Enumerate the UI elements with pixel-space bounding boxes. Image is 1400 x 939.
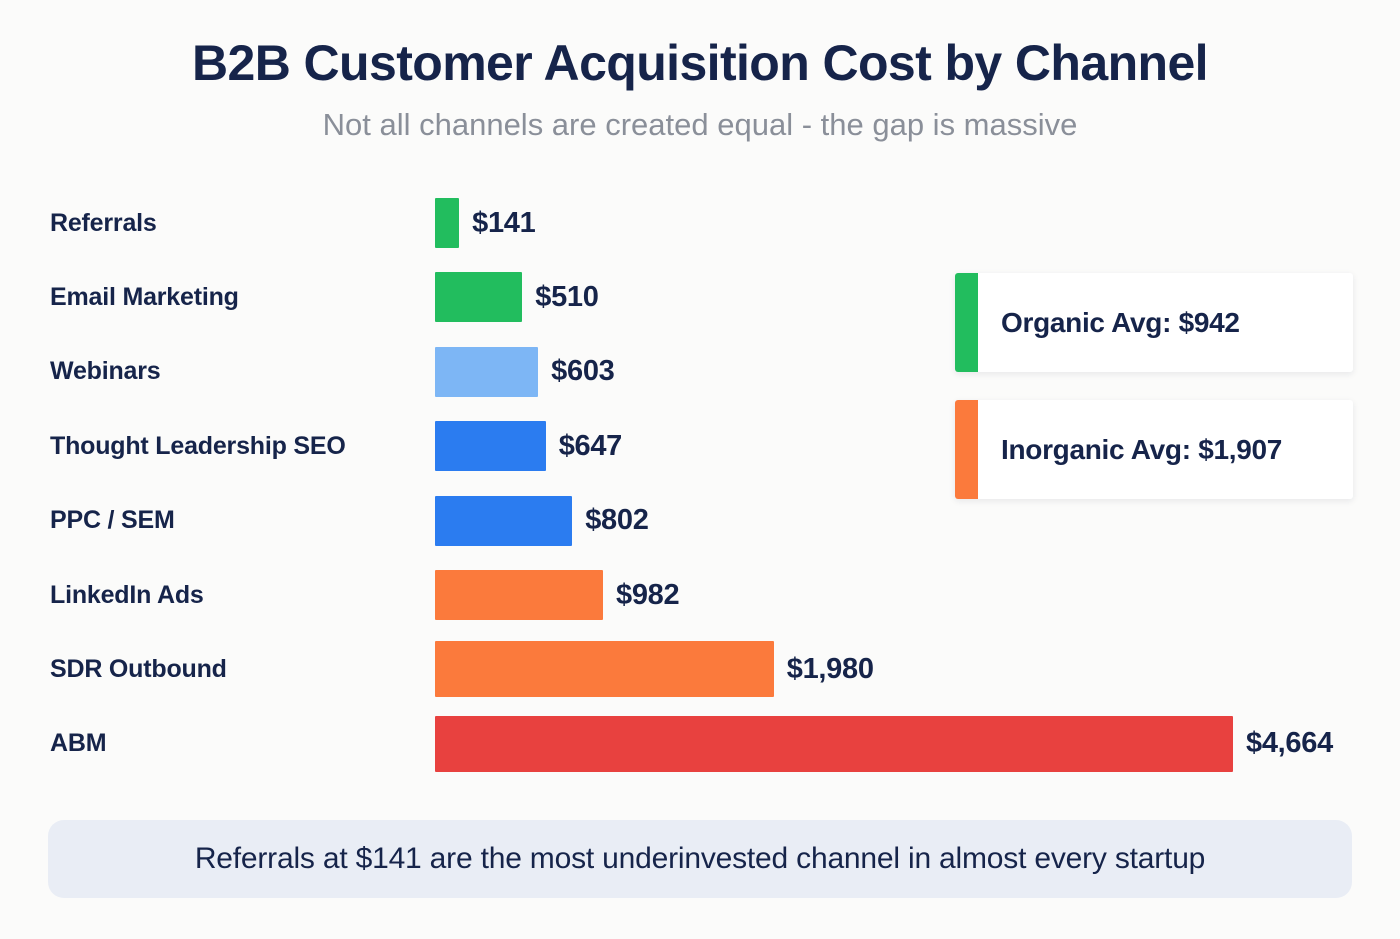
bar-value-label: $802 xyxy=(585,504,649,537)
legend-card[interactable]: Inorganic Avg: $1,907 xyxy=(955,400,1353,499)
bar[interactable] xyxy=(435,421,546,472)
bar-value-label: $141 xyxy=(472,206,536,239)
bar-row: LinkedIn Ads $982 xyxy=(0,558,1400,632)
bar-row: Thought Leadership SEO $647 xyxy=(0,409,1400,483)
legend-card[interactable]: Organic Avg: $942 xyxy=(955,273,1353,372)
bar-value-label: $1,980 xyxy=(786,652,874,685)
legend-label: Inorganic Avg: $1,907 xyxy=(1001,433,1283,465)
bar-value-label: $603 xyxy=(551,355,615,388)
bar-row: Webinars $603 xyxy=(0,335,1400,409)
bar[interactable] xyxy=(435,346,539,397)
bar-category-label: PPC / SEM xyxy=(50,506,175,535)
bar-chart-plot: Referrals $141 Email Marketing $510 Webinars… xyxy=(0,186,1400,796)
bar-category-label: Referrals xyxy=(50,208,157,237)
bar-row: PPC / SEM $802 xyxy=(0,484,1400,558)
bar-value-label: $510 xyxy=(535,280,599,313)
bar-track: $141 xyxy=(435,186,536,260)
bar-category-label: ABM xyxy=(50,729,107,758)
bar-track: $510 xyxy=(435,260,599,334)
bar-track: $982 xyxy=(435,558,680,632)
insight-callout: Referrals at $141 are the most underinve… xyxy=(48,820,1352,898)
bar-value-label: $982 xyxy=(616,578,680,611)
chart-title: B2B Customer Acquisition Cost by Channel xyxy=(192,35,1209,91)
bar-track: $4,664 xyxy=(435,707,1333,781)
bar-category-label: Thought Leadership SEO xyxy=(50,431,346,460)
bar-track: $1,980 xyxy=(435,632,874,706)
bar-category-label: SDR Outbound xyxy=(50,654,227,683)
legend-label: Organic Avg: $942 xyxy=(1001,306,1240,338)
bar-track: $802 xyxy=(435,484,649,558)
bar-track: $603 xyxy=(435,335,615,409)
bar-value-label: $4,664 xyxy=(1246,727,1333,760)
bar[interactable] xyxy=(435,641,774,698)
legend-color-swatch xyxy=(955,400,978,499)
bar[interactable] xyxy=(435,272,523,323)
bar-row: SDR Outbound $1,980 xyxy=(0,632,1400,706)
chart-subtitle: Not all channels are created equal - the… xyxy=(322,107,1078,142)
bar-category-label: Webinars xyxy=(50,357,161,386)
bar-category-label: Email Marketing xyxy=(50,282,239,311)
bar-row: ABM $4,664 xyxy=(0,707,1400,781)
bar[interactable] xyxy=(435,198,460,248)
bar-track: $647 xyxy=(435,409,622,483)
bar[interactable] xyxy=(435,495,573,546)
bar-row: Email Marketing $510 xyxy=(0,260,1400,334)
legend-color-swatch xyxy=(955,273,978,372)
bar-row: Referrals $141 xyxy=(0,186,1400,260)
bar-category-label: LinkedIn Ads xyxy=(50,580,204,609)
bar[interactable] xyxy=(435,570,604,620)
bar[interactable] xyxy=(435,715,1233,772)
bar-value-label: $647 xyxy=(558,429,623,462)
